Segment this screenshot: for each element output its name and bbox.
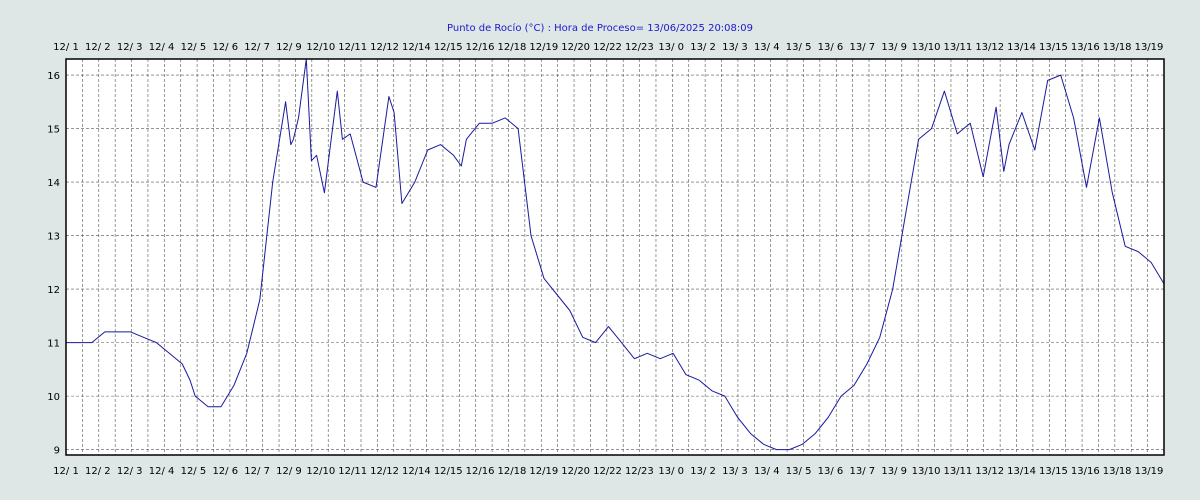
- x-tick-label-bottom: 13/11: [943, 466, 972, 477]
- x-tick-label-bottom: 12/14: [402, 466, 431, 477]
- x-tick-label-bottom: 13/ 9: [881, 466, 907, 477]
- x-tick-label-bottom: 13/12: [975, 466, 1004, 477]
- x-tick-label-bottom: 12/20: [561, 466, 590, 477]
- y-tick-label: 12: [47, 285, 60, 296]
- x-tick-label-top: 12/19: [529, 42, 558, 53]
- x-tick-label-bottom: 12/10: [306, 466, 335, 477]
- series-line: [66, 58, 1165, 451]
- x-tick-label-top: 13/ 3: [722, 42, 748, 53]
- x-tick-label-bottom: 12/ 6: [212, 466, 238, 477]
- x-tick-label-top: 12/16: [466, 42, 495, 53]
- x-tick-label-bottom: 13/ 6: [818, 466, 844, 477]
- x-tick-label-bottom: 13/ 7: [850, 466, 876, 477]
- x-tick-label-bottom: 13/14: [1007, 466, 1036, 477]
- x-tick-label-top: 13/19: [1135, 42, 1164, 53]
- plot-frame: [65, 58, 1165, 456]
- x-tick-label-bottom: 12/ 5: [181, 466, 207, 477]
- x-tick-label-bottom: 12/ 2: [85, 466, 111, 477]
- y-tick-label: 13: [47, 232, 60, 243]
- x-tick-label-top: 13/15: [1039, 42, 1068, 53]
- horizontal-gridlines: [66, 74, 1164, 450]
- x-tick-labels-top: 12/ 1 12/ 2 12/ 3 12/ 4 12/ 5 12/ 6 12/ 7 12/ 9…: [53, 42, 1163, 53]
- x-tick-label-top: 12/ 2: [85, 42, 111, 53]
- x-tick-label-bottom: 12/ 4: [149, 466, 175, 477]
- x-tick-label-bottom: 12/19: [529, 466, 558, 477]
- x-tick-label-bottom: 12/ 7: [244, 466, 270, 477]
- vertical-gridlines: [82, 59, 1148, 455]
- x-tick-label-top: 12/ 3: [117, 42, 143, 53]
- x-tick-label-top: 12/ 7: [244, 42, 270, 53]
- y-tick-label: 9: [54, 446, 60, 457]
- x-tick-label-top: 13/10: [912, 42, 941, 53]
- x-tick-label-bottom: 13/ 5: [786, 466, 812, 477]
- x-tick-label-bottom: 12/ 3: [117, 466, 143, 477]
- x-tick-label-top: 12/ 9: [276, 42, 302, 53]
- x-tick-label-bottom: 12/23: [625, 466, 654, 477]
- x-tick-label-top: 12/10: [306, 42, 335, 53]
- x-tick-label-bottom: 13/ 2: [690, 466, 716, 477]
- x-tick-label-bottom: 12/11: [338, 466, 367, 477]
- x-tick-label-bottom: 13/19: [1135, 466, 1164, 477]
- x-tick-label-bottom: 12/16: [466, 466, 495, 477]
- x-tick-label-top: 12/23: [625, 42, 654, 53]
- x-tick-label-top: 12/22: [593, 42, 622, 53]
- chart-title: Punto de Rocío (°C) : Hora de Proceso= 1…: [447, 22, 753, 34]
- y-tick-label: 15: [47, 125, 60, 136]
- x-tick-label-top: 13/ 9: [881, 42, 907, 53]
- y-tick-label: 11: [47, 339, 60, 350]
- x-tick-label-top: 13/ 0: [658, 42, 684, 53]
- x-tick-label-top: 13/14: [1007, 42, 1036, 53]
- x-tick-labels-bottom: 12/ 1 12/ 2 12/ 3 12/ 4 12/ 5 12/ 6 12/ 7 12/ 9…: [53, 466, 1163, 477]
- x-tick-label-top: 13/16: [1071, 42, 1100, 53]
- x-tick-label-top: 13/12: [975, 42, 1004, 53]
- x-tick-label-bottom: 12/15: [434, 466, 463, 477]
- x-tick-label-bottom: 13/ 0: [658, 466, 684, 477]
- y-tick-label: 10: [47, 392, 60, 403]
- x-tick-label-top: 13/11: [943, 42, 972, 53]
- x-tick-label-top: 13/ 5: [786, 42, 812, 53]
- x-tick-label-bottom: 12/18: [498, 466, 527, 477]
- plot-area: [65, 58, 1165, 456]
- x-tick-label-bottom: 13/15: [1039, 466, 1068, 477]
- x-tick-label-bottom: 13/16: [1071, 466, 1100, 477]
- x-tick-label-top: 13/ 7: [850, 42, 876, 53]
- x-tick-label-bottom: 13/18: [1103, 466, 1132, 477]
- x-tick-label-bottom: 12/ 9: [276, 466, 302, 477]
- x-tick-label-bottom: 13/ 3: [722, 466, 748, 477]
- x-tick-label-top: 12/ 4: [149, 42, 175, 53]
- x-tick-label-top: 12/ 1: [53, 42, 79, 53]
- x-tick-label-bottom: 12/12: [370, 466, 399, 477]
- x-tick-label-bottom: 13/10: [912, 466, 941, 477]
- x-tick-label-top: 12/12: [370, 42, 399, 53]
- y-tick-label: 14: [47, 178, 60, 189]
- plot-background: [66, 59, 1164, 455]
- x-tick-label-top: 12/18: [498, 42, 527, 53]
- x-tick-label-top: 12/ 6: [212, 42, 238, 53]
- x-tick-label-top: 12/ 5: [181, 42, 207, 53]
- x-tick-label-top: 12/14: [402, 42, 431, 53]
- x-tick-label-top: 13/ 6: [818, 42, 844, 53]
- x-tick-label-top: 12/15: [434, 42, 463, 53]
- x-tick-label-bottom: 13/ 4: [754, 466, 780, 477]
- x-tick-label-top: 12/11: [338, 42, 367, 53]
- y-tick-labels: 9 10 11 12 13 14 15 16: [47, 71, 60, 457]
- x-tick-label-top: 13/ 2: [690, 42, 716, 53]
- x-tick-label-bottom: 12/ 1: [53, 466, 79, 477]
- x-tick-label-top: 13/ 4: [754, 42, 780, 53]
- x-tick-label-bottom: 12/22: [593, 466, 622, 477]
- x-tick-label-top: 13/18: [1103, 42, 1132, 53]
- y-tick-label: 16: [47, 71, 60, 82]
- x-tick-label-top: 12/20: [561, 42, 590, 53]
